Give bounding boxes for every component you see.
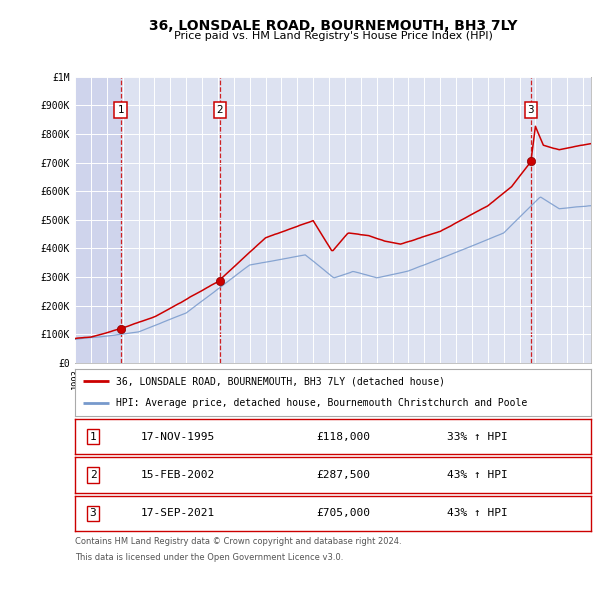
- Text: 43% ↑ HPI: 43% ↑ HPI: [447, 470, 508, 480]
- Text: 3: 3: [89, 509, 97, 518]
- Text: 3: 3: [527, 104, 534, 114]
- Text: Contains HM Land Registry data © Crown copyright and database right 2024.: Contains HM Land Registry data © Crown c…: [75, 537, 401, 546]
- Text: This data is licensed under the Open Government Licence v3.0.: This data is licensed under the Open Gov…: [75, 553, 343, 562]
- Text: 33% ↑ HPI: 33% ↑ HPI: [447, 432, 508, 441]
- Text: 43% ↑ HPI: 43% ↑ HPI: [447, 509, 508, 518]
- Text: 36, LONSDALE ROAD, BOURNEMOUTH, BH3 7LY (detached house): 36, LONSDALE ROAD, BOURNEMOUTH, BH3 7LY …: [116, 376, 445, 386]
- Text: 15-FEB-2002: 15-FEB-2002: [141, 470, 215, 480]
- Text: £287,500: £287,500: [316, 470, 370, 480]
- Text: £705,000: £705,000: [316, 509, 370, 518]
- Text: 2: 2: [217, 104, 223, 114]
- Bar: [531, 77, 591, 363]
- Bar: [220, 77, 531, 363]
- Text: 17-NOV-1995: 17-NOV-1995: [141, 432, 215, 441]
- Text: Price paid vs. HM Land Registry's House Price Index (HPI): Price paid vs. HM Land Registry's House …: [173, 31, 493, 41]
- Text: 36, LONSDALE ROAD, BOURNEMOUTH, BH3 7LY: 36, LONSDALE ROAD, BOURNEMOUTH, BH3 7LY: [149, 19, 517, 33]
- Bar: [121, 77, 220, 363]
- Text: £118,000: £118,000: [316, 432, 370, 441]
- Text: 1: 1: [118, 104, 124, 114]
- Text: 17-SEP-2021: 17-SEP-2021: [141, 509, 215, 518]
- Text: 2: 2: [89, 470, 97, 480]
- Text: HPI: Average price, detached house, Bournemouth Christchurch and Poole: HPI: Average price, detached house, Bour…: [116, 398, 527, 408]
- Bar: [75, 77, 121, 363]
- Text: 1: 1: [89, 432, 97, 441]
